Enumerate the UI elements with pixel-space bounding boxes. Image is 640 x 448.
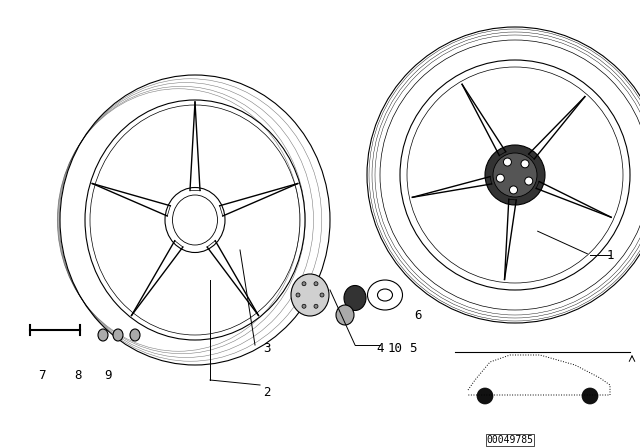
Circle shape <box>509 186 518 194</box>
Circle shape <box>521 160 529 168</box>
Text: 8: 8 <box>74 369 82 382</box>
Circle shape <box>477 388 493 404</box>
Text: 7: 7 <box>38 369 45 382</box>
Circle shape <box>525 177 532 185</box>
Ellipse shape <box>291 274 329 316</box>
Circle shape <box>302 282 306 286</box>
Circle shape <box>320 293 324 297</box>
Text: 10: 10 <box>387 341 403 354</box>
Text: 6: 6 <box>414 309 422 322</box>
Circle shape <box>497 174 504 182</box>
Circle shape <box>302 304 306 308</box>
Text: 4: 4 <box>376 341 384 354</box>
Circle shape <box>485 145 545 205</box>
Text: 2: 2 <box>263 385 271 399</box>
Text: 9: 9 <box>104 369 112 382</box>
Circle shape <box>582 388 598 404</box>
Circle shape <box>314 282 318 286</box>
Ellipse shape <box>336 305 354 325</box>
Ellipse shape <box>98 329 108 341</box>
Circle shape <box>493 153 537 197</box>
Ellipse shape <box>130 329 140 341</box>
Text: 3: 3 <box>263 341 271 354</box>
Ellipse shape <box>113 329 123 341</box>
Circle shape <box>314 304 318 308</box>
Ellipse shape <box>344 285 366 310</box>
Circle shape <box>296 293 300 297</box>
Text: 1: 1 <box>606 249 614 262</box>
Circle shape <box>504 158 511 166</box>
Text: 5: 5 <box>409 341 417 354</box>
Text: 00049785: 00049785 <box>486 435 534 445</box>
